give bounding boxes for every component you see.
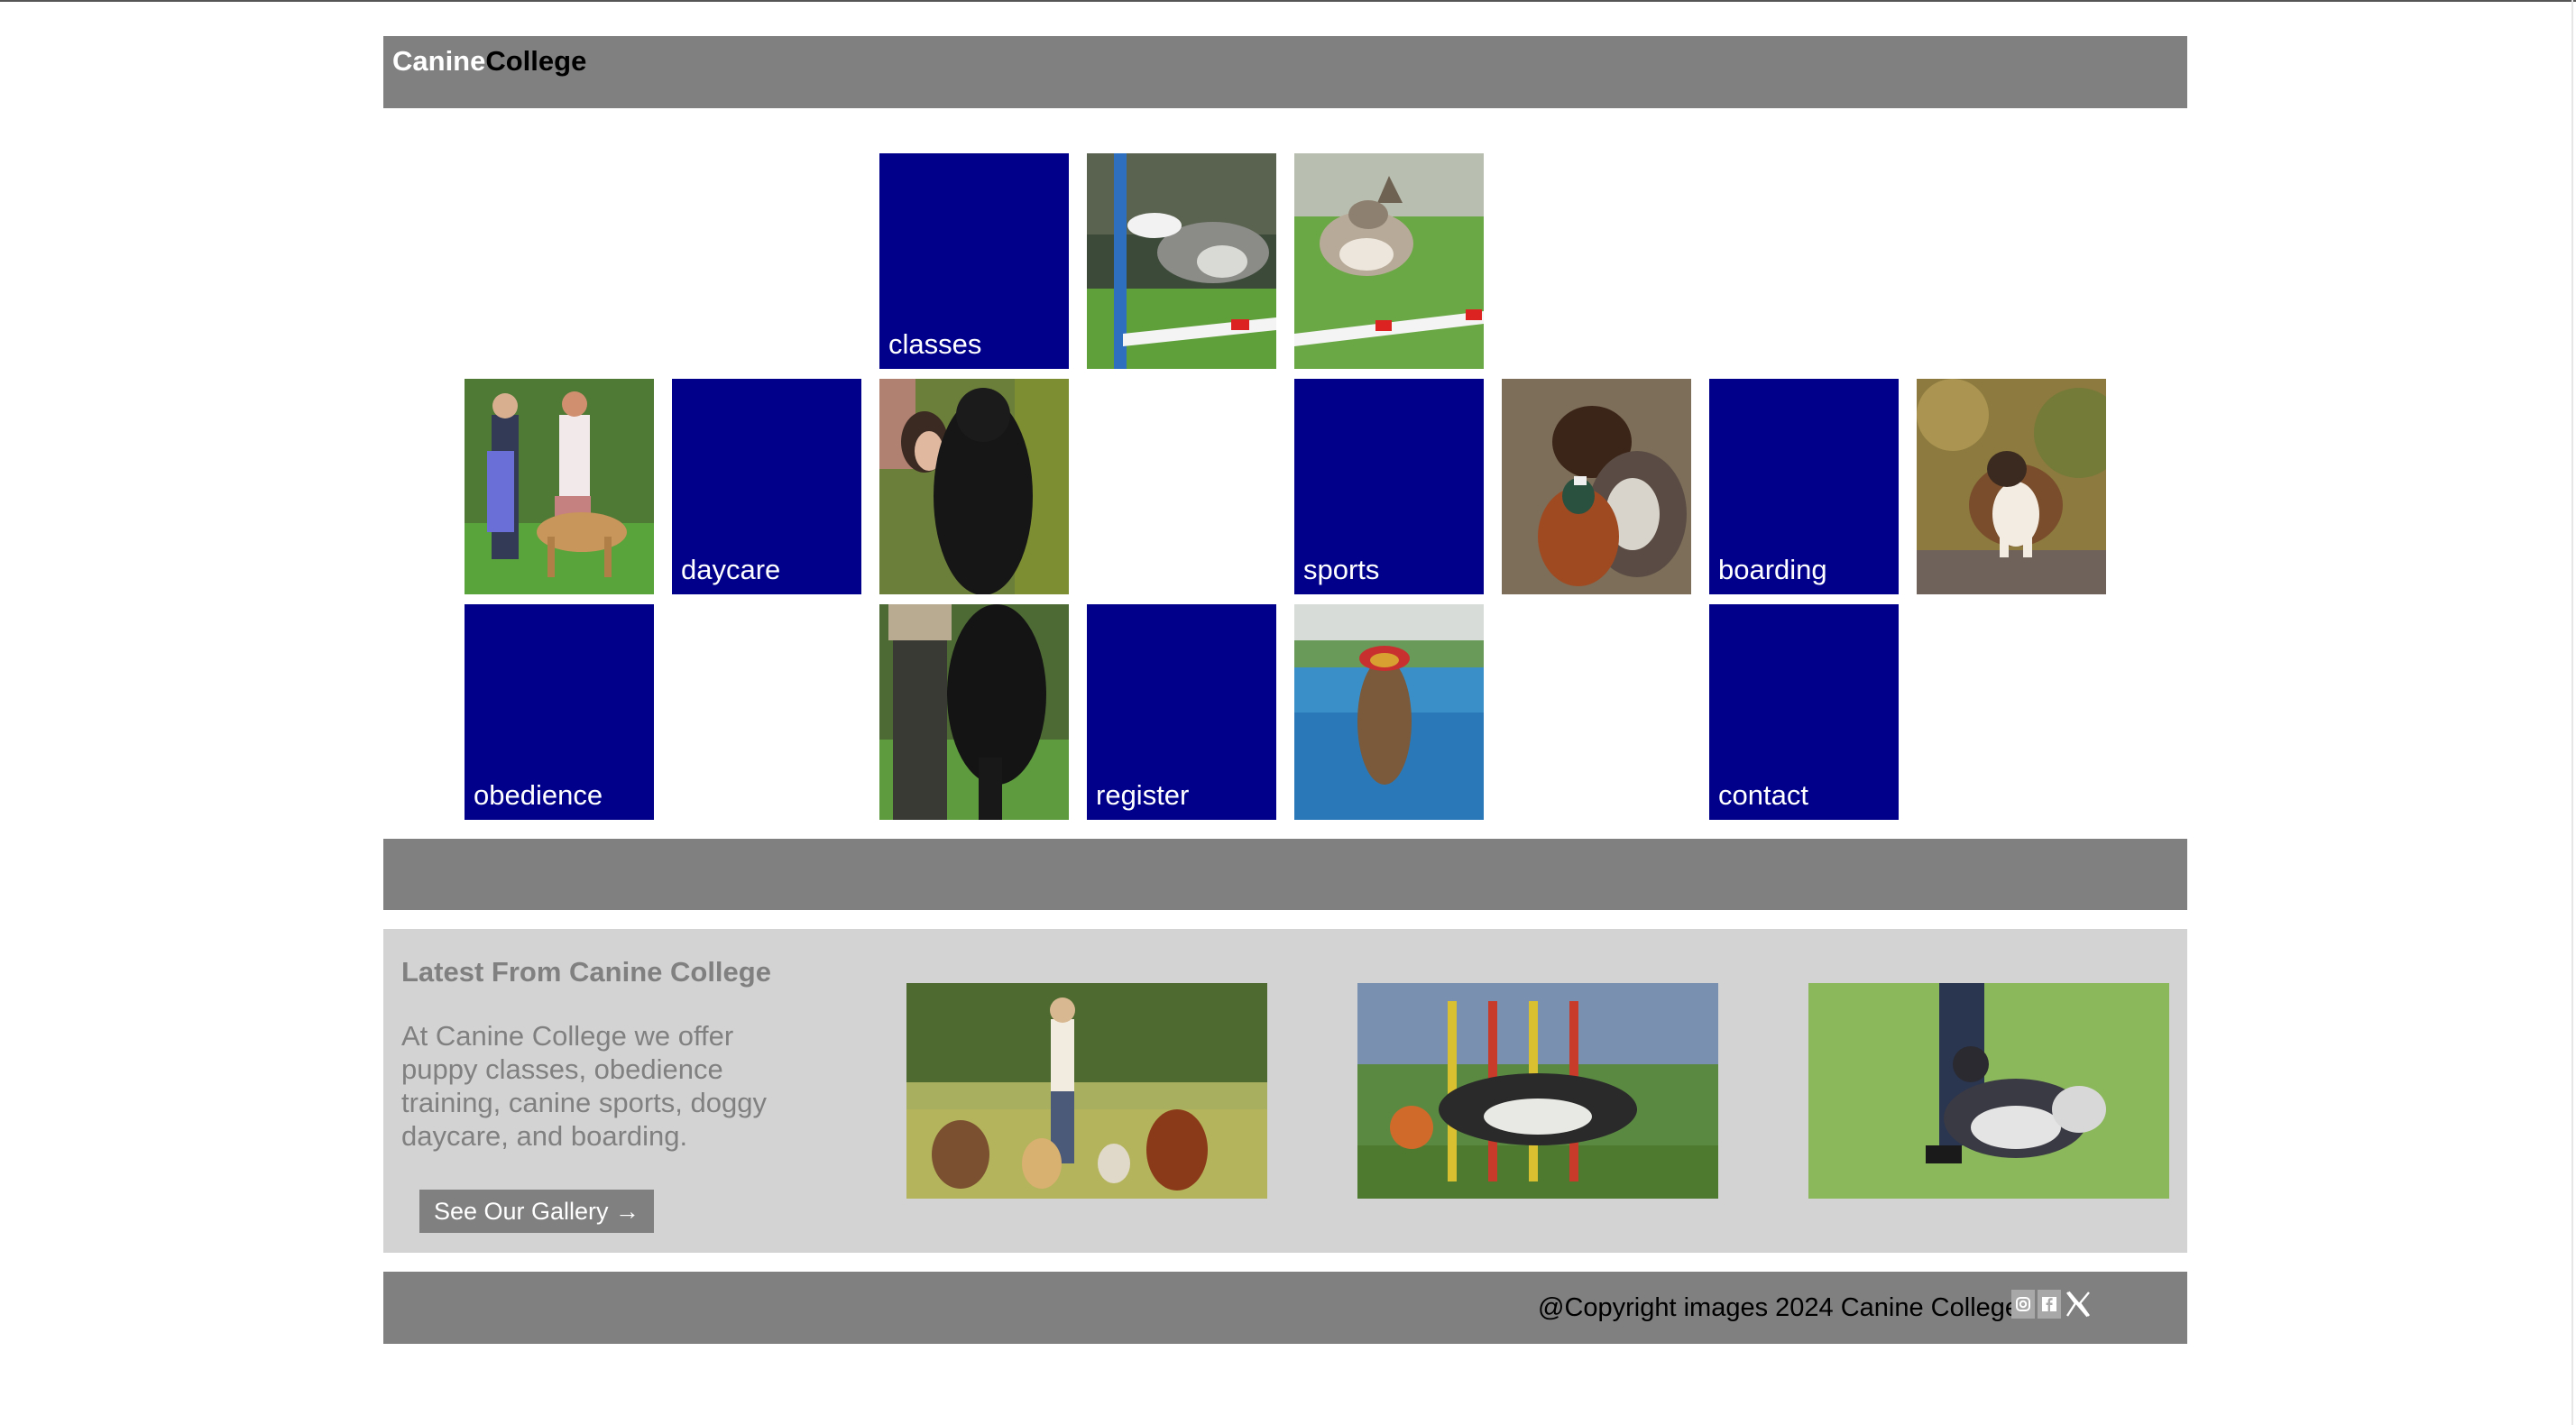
- scrollbar-track[interactable]: [2571, 0, 2573, 1425]
- photo-dog-jumping-over-bar: [1294, 153, 1484, 369]
- site-logo[interactable]: CanineCollege: [392, 43, 586, 79]
- nav-tile-contact[interactable]: contact: [1709, 604, 1899, 820]
- latest-description: At Canine College we offer puppy classes…: [401, 1020, 767, 1152]
- site-header: CanineCollege: [383, 36, 2187, 108]
- window-top-border: [0, 0, 2576, 2]
- divider-bar: [383, 839, 2187, 910]
- nav-tile-label: register: [1096, 779, 1190, 811]
- nav-tile-label: boarding: [1718, 554, 1827, 585]
- nav-tile-label: classes: [888, 328, 982, 360]
- photo-show-dog-handlers: [465, 379, 654, 594]
- photo-handler-heeling-dog: [1808, 983, 2169, 1199]
- photo-woman-with-black-dog-bottom: [879, 604, 1069, 820]
- copyright-text: @Copyright images 2024 Canine College: [1538, 1293, 2020, 1322]
- photo-dog-agility-jump-pole: [1087, 153, 1276, 369]
- nav-tile-label: contact: [1718, 779, 1808, 811]
- photo-trainer-with-dogs: [906, 983, 1267, 1199]
- photo-spaniel-with-pheasant: [1502, 379, 1691, 594]
- see-gallery-button[interactable]: See Our Gallery →: [419, 1190, 654, 1233]
- photo-dog-weave-poles: [1357, 983, 1718, 1199]
- logo-canine: Canine: [392, 45, 486, 77]
- logo-college: College: [485, 45, 587, 77]
- x-icon[interactable]: [2064, 1290, 2093, 1319]
- nav-tile-daycare[interactable]: daycare: [672, 379, 861, 594]
- photo-dog-in-swimming-pool: [1294, 604, 1484, 820]
- photo-woman-with-black-dog-top: [879, 379, 1069, 594]
- nav-tile-label: daycare: [681, 554, 781, 585]
- nav-tile-label: obedience: [474, 779, 603, 811]
- nav-tile-boarding[interactable]: boarding: [1709, 379, 1899, 594]
- nav-tile-register[interactable]: register: [1087, 604, 1276, 820]
- photo-sheltie-on-log: [1917, 379, 2106, 594]
- nav-tile-label: sports: [1303, 554, 1380, 585]
- site-footer: @Copyright images 2024 Canine College: [383, 1272, 2187, 1344]
- instagram-icon[interactable]: [2011, 1290, 2035, 1319]
- latest-title: Latest From Canine College: [401, 956, 771, 988]
- latest-section: Latest From Canine College At Canine Col…: [383, 929, 2187, 1253]
- nav-tile-classes[interactable]: classes: [879, 153, 1069, 369]
- nav-tile-sports[interactable]: sports: [1294, 379, 1484, 594]
- nav-tile-obedience[interactable]: obedience: [465, 604, 654, 820]
- facebook-icon[interactable]: [2038, 1290, 2061, 1319]
